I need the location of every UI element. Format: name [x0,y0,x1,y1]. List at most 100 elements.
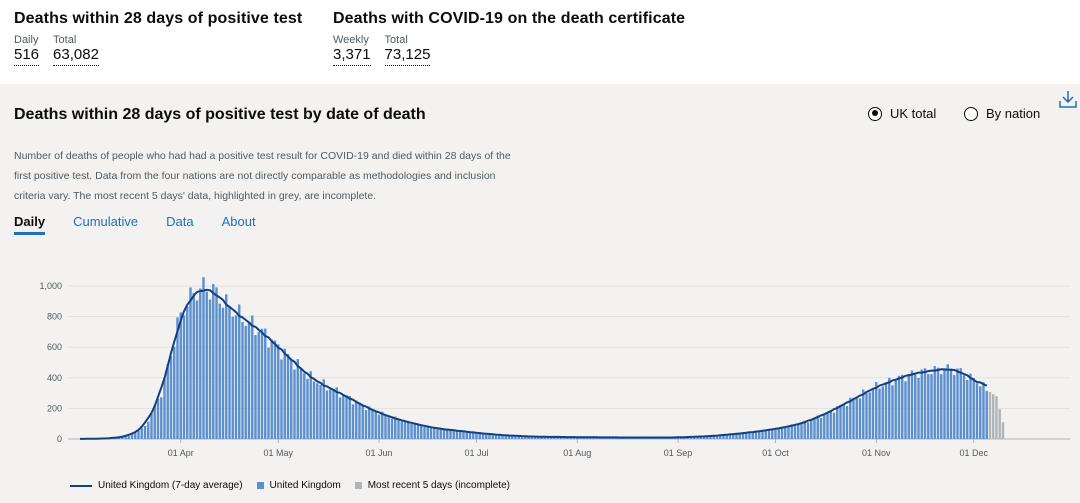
daily-bar [907,373,910,439]
daily-bar [904,381,907,439]
daily-bar [303,373,306,439]
daily-bar [787,426,790,439]
metric-value[interactable]: 516 [14,46,40,66]
daily-bar [221,307,225,439]
tab-about[interactable]: About [221,214,256,229]
daily-bar [403,421,407,439]
radio-uk-total[interactable]: UK total [868,106,936,121]
daily-bar [186,306,189,439]
legend-label: United Kingdom [269,480,341,491]
daily-bar [546,436,550,439]
daily-bar [793,425,797,439]
daily-bar [156,398,160,439]
legend-item-incomplete[interactable]: Most recent 5 days (incomplete) [354,480,510,491]
daily-bar [777,427,780,439]
daily-bar [293,369,296,439]
daily-bar [897,375,901,439]
tab-daily[interactable]: Daily [14,214,46,235]
daily-bar [849,397,852,439]
daily-bar [394,416,397,439]
legend-item-uk[interactable]: United Kingdom [256,480,341,491]
daily-bar [225,294,228,439]
daily-bar [150,413,153,439]
daily-bar [228,305,231,439]
daily-bar [774,429,777,439]
radio-unselected-icon[interactable] [964,106,978,121]
daily-bar [342,394,345,439]
daily-bar [442,428,446,439]
daily-bar [966,379,969,439]
metric-weekly[interactable]: Weekly 3,371 [333,34,371,66]
x-tick-label: 01 Oct [762,448,789,458]
radio-selected-icon[interactable] [868,106,882,121]
daily-bar [478,432,481,439]
metric-value[interactable]: 73,125 [384,46,431,66]
daily-bar [169,356,173,439]
daily-bar [488,433,491,439]
daily-bar [888,377,891,439]
daily-bar [858,398,862,439]
daily-bar [325,390,329,439]
daily-bar [202,277,205,439]
daily-bar [514,435,517,439]
daily-bar [845,406,849,439]
daily-bar [699,436,702,439]
tab-cumulative[interactable]: Cumulative [73,214,139,229]
daily-bar [800,423,803,439]
metric-value[interactable]: 63,082 [53,46,99,66]
daily-bar [420,424,423,439]
daily-bar [173,346,176,439]
daily-bar [533,436,537,439]
daily-bar [540,436,543,439]
daily-bar [316,383,319,439]
daily-bar [306,378,309,439]
daily-bar [491,434,494,439]
legend-label: Most recent 5 days (incomplete) [367,480,510,491]
daily-bar [832,412,836,439]
daily-bar [530,436,533,439]
daily-bar [179,312,182,439]
daily-bar [706,436,709,439]
legend-item-average[interactable]: United Kingdom (7-day average) [70,480,243,491]
metric-value[interactable]: 3,371 [333,46,371,66]
daily-bar [719,435,722,439]
daily-bar [754,431,758,439]
metric-total[interactable]: Total 73,125 [384,34,431,66]
daily-bar [468,431,472,439]
tab-data[interactable]: Data [166,214,194,229]
chart-tabs: Daily Cumulative Data About [14,214,256,235]
radio-by-nation[interactable]: By nation [964,106,1040,121]
daily-bar [416,423,420,439]
daily-bar [758,431,761,439]
daily-bar [244,325,247,439]
daily-bar [806,422,810,439]
metric-label: Daily [14,34,39,46]
daily-bar [481,433,485,439]
average-line [80,288,988,440]
daily-bar [917,377,920,439]
metric-daily[interactable]: Daily 516 [14,34,40,66]
daily-bar [296,359,299,439]
metric-total[interactable]: Total 63,082 [53,34,99,66]
daily-bar [878,388,881,439]
daily-bar [260,328,264,439]
daily-bar [212,284,215,439]
daily-bar [761,431,764,439]
summary-deaths-28-days: Deaths within 28 days of positive test D… [14,10,302,66]
metric-label: Total [384,34,408,46]
daily-bar [985,390,988,439]
daily-bar [927,374,930,439]
daily-bar [436,429,439,439]
daily-bar [322,379,325,439]
download-icon[interactable] [1057,88,1079,110]
incomplete-bar [988,392,992,439]
daily-bar [348,395,351,439]
deaths-chart: 0 200 400 600 800 1,000 01 Apr 01 May 01 Jun 01 J… [39,277,1070,458]
daily-bar [813,418,816,439]
daily-bar [413,424,416,439]
radio-label: UK total [890,106,937,121]
daily-bar [979,386,982,439]
daily-bar [143,425,147,439]
daily-bar [725,434,728,439]
daily-bar [137,430,140,439]
